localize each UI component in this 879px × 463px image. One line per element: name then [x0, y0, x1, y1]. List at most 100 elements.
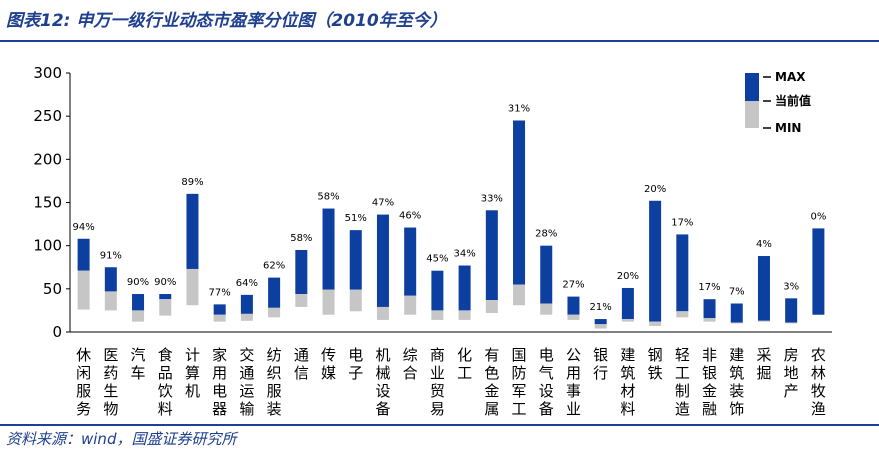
bar-upper-segment [594, 319, 607, 325]
bar-upper-segment [812, 228, 825, 315]
bar-lower-segment [349, 289, 362, 312]
category-label: 装 [267, 400, 282, 418]
category-label: 品 [158, 364, 173, 382]
bar-upper-segment [730, 303, 743, 323]
percentile-label: 58% [290, 233, 312, 244]
category-label: 采 [756, 346, 771, 364]
percentile-labels: 94% 91% 90% 90% 89% 77% 64% 62% 58% 58% 51% 47% 46% 4… [72, 103, 826, 313]
category-label: 筑 [620, 364, 635, 382]
percentile-label: 17% [671, 217, 693, 228]
category-label: 通 [239, 364, 254, 382]
bar-upper-segment [703, 299, 716, 319]
category-label: 金 [484, 382, 499, 400]
legend-entry: 当前值 [775, 93, 811, 108]
bar-lower-segment [322, 289, 335, 315]
category-label: 装 [729, 382, 744, 400]
category-label: 电 [539, 346, 554, 364]
bar-lower-segment [730, 322, 743, 324]
bar-upper-segment [676, 234, 689, 312]
category-label: 工 [457, 364, 472, 382]
category-label: 钢 [648, 346, 663, 364]
category-label: 易 [430, 400, 445, 418]
percentile-label: 47% [372, 198, 394, 209]
legend-lower-swatch [745, 101, 759, 128]
bar-upper-segment [295, 249, 308, 295]
bar-lower-segment [213, 314, 226, 322]
percentile-label: 90% [154, 277, 176, 288]
bar-lower-segment [77, 270, 90, 310]
bar-upper-segment [404, 227, 417, 296]
bar-upper-segment [567, 296, 580, 315]
y-tick-label: 200 [33, 150, 62, 168]
legend: MAX 当前值 MIN [745, 70, 811, 135]
category-label: 业 [566, 400, 581, 418]
percentile-label: 3% [783, 281, 799, 292]
bar-upper-segment [485, 210, 498, 301]
category-label: 算 [185, 364, 200, 382]
category-label: 机 [185, 382, 200, 400]
category-label: 家 [212, 346, 227, 364]
percentile-label: 20% [644, 184, 666, 195]
category-label: 合 [403, 364, 418, 382]
percentile-label: 46% [399, 211, 421, 222]
category-label: 汽 [131, 346, 146, 364]
category-label: 计 [185, 346, 200, 364]
y-tick-label: 300 [33, 64, 62, 82]
percentile-label: 91% [100, 250, 122, 261]
percentile-label: 33% [481, 193, 503, 204]
category-label: 纺 [267, 346, 282, 364]
bar-lower-segment [186, 268, 199, 306]
bar-upper-segment [104, 267, 117, 292]
category-label: 渔 [811, 400, 826, 418]
category-label: 材 [620, 382, 635, 400]
category-label: 运 [239, 382, 254, 400]
percentile-label: 31% [508, 103, 530, 114]
category-label: 银 [702, 364, 717, 382]
category-label: 药 [103, 364, 118, 382]
category-label: 商 [430, 346, 445, 364]
category-label: 林 [811, 364, 826, 382]
category-label: 地 [784, 364, 799, 382]
bar-lower-segment [240, 313, 253, 321]
percentile-label: 90% [127, 277, 149, 288]
bar-lower-segment [567, 314, 580, 320]
percentile-label: 7% [729, 287, 745, 298]
category-labels: 休闲服务医药生物汽车食品饮料计算机家用电器交通运输纺织服装通信传媒电子机械设备综… [76, 346, 826, 418]
bar-upper-segment [213, 304, 226, 315]
category-label: 房 [784, 346, 799, 364]
percentile-label: 21% [590, 302, 612, 313]
bar-upper-segment [240, 294, 253, 314]
category-label: 产 [784, 382, 799, 400]
bar-lower-segment [485, 300, 498, 314]
percentile-label: 62% [263, 261, 285, 272]
bar-lower-segment [703, 318, 716, 322]
category-label: 军 [512, 382, 527, 400]
percentile-label: 58% [317, 192, 339, 203]
category-label: 生 [103, 382, 118, 400]
category-label: 车 [131, 364, 146, 382]
bar-upper-segment [159, 294, 172, 300]
category-label: 属 [484, 400, 499, 418]
bar-upper-segment [322, 208, 335, 290]
bar-lower-segment [621, 319, 634, 322]
category-label: 建 [729, 346, 744, 364]
source-note: 资料来源：wind，国盛证券研究所 [6, 430, 237, 448]
percentile-label: 51% [345, 213, 367, 224]
category-label: 械 [375, 364, 390, 382]
category-label: 色 [484, 364, 499, 382]
category-label: 牧 [811, 382, 826, 400]
category-label: 信 [294, 364, 309, 382]
category-label: 织 [267, 364, 282, 382]
category-label: 饰 [729, 400, 744, 418]
category-label: 国 [512, 346, 527, 364]
bar-lower-segment [540, 303, 553, 315]
y-tick-label: 0 [52, 323, 62, 341]
bar-upper-segment [649, 200, 662, 322]
category-label: 金 [702, 382, 717, 400]
bar-upper-segment [431, 270, 444, 311]
category-label: 器 [212, 400, 227, 418]
bar-lower-segment [676, 311, 689, 318]
category-label: 工 [675, 364, 690, 382]
bar-upper-segment [757, 256, 770, 321]
bar-upper-segment [540, 245, 553, 304]
